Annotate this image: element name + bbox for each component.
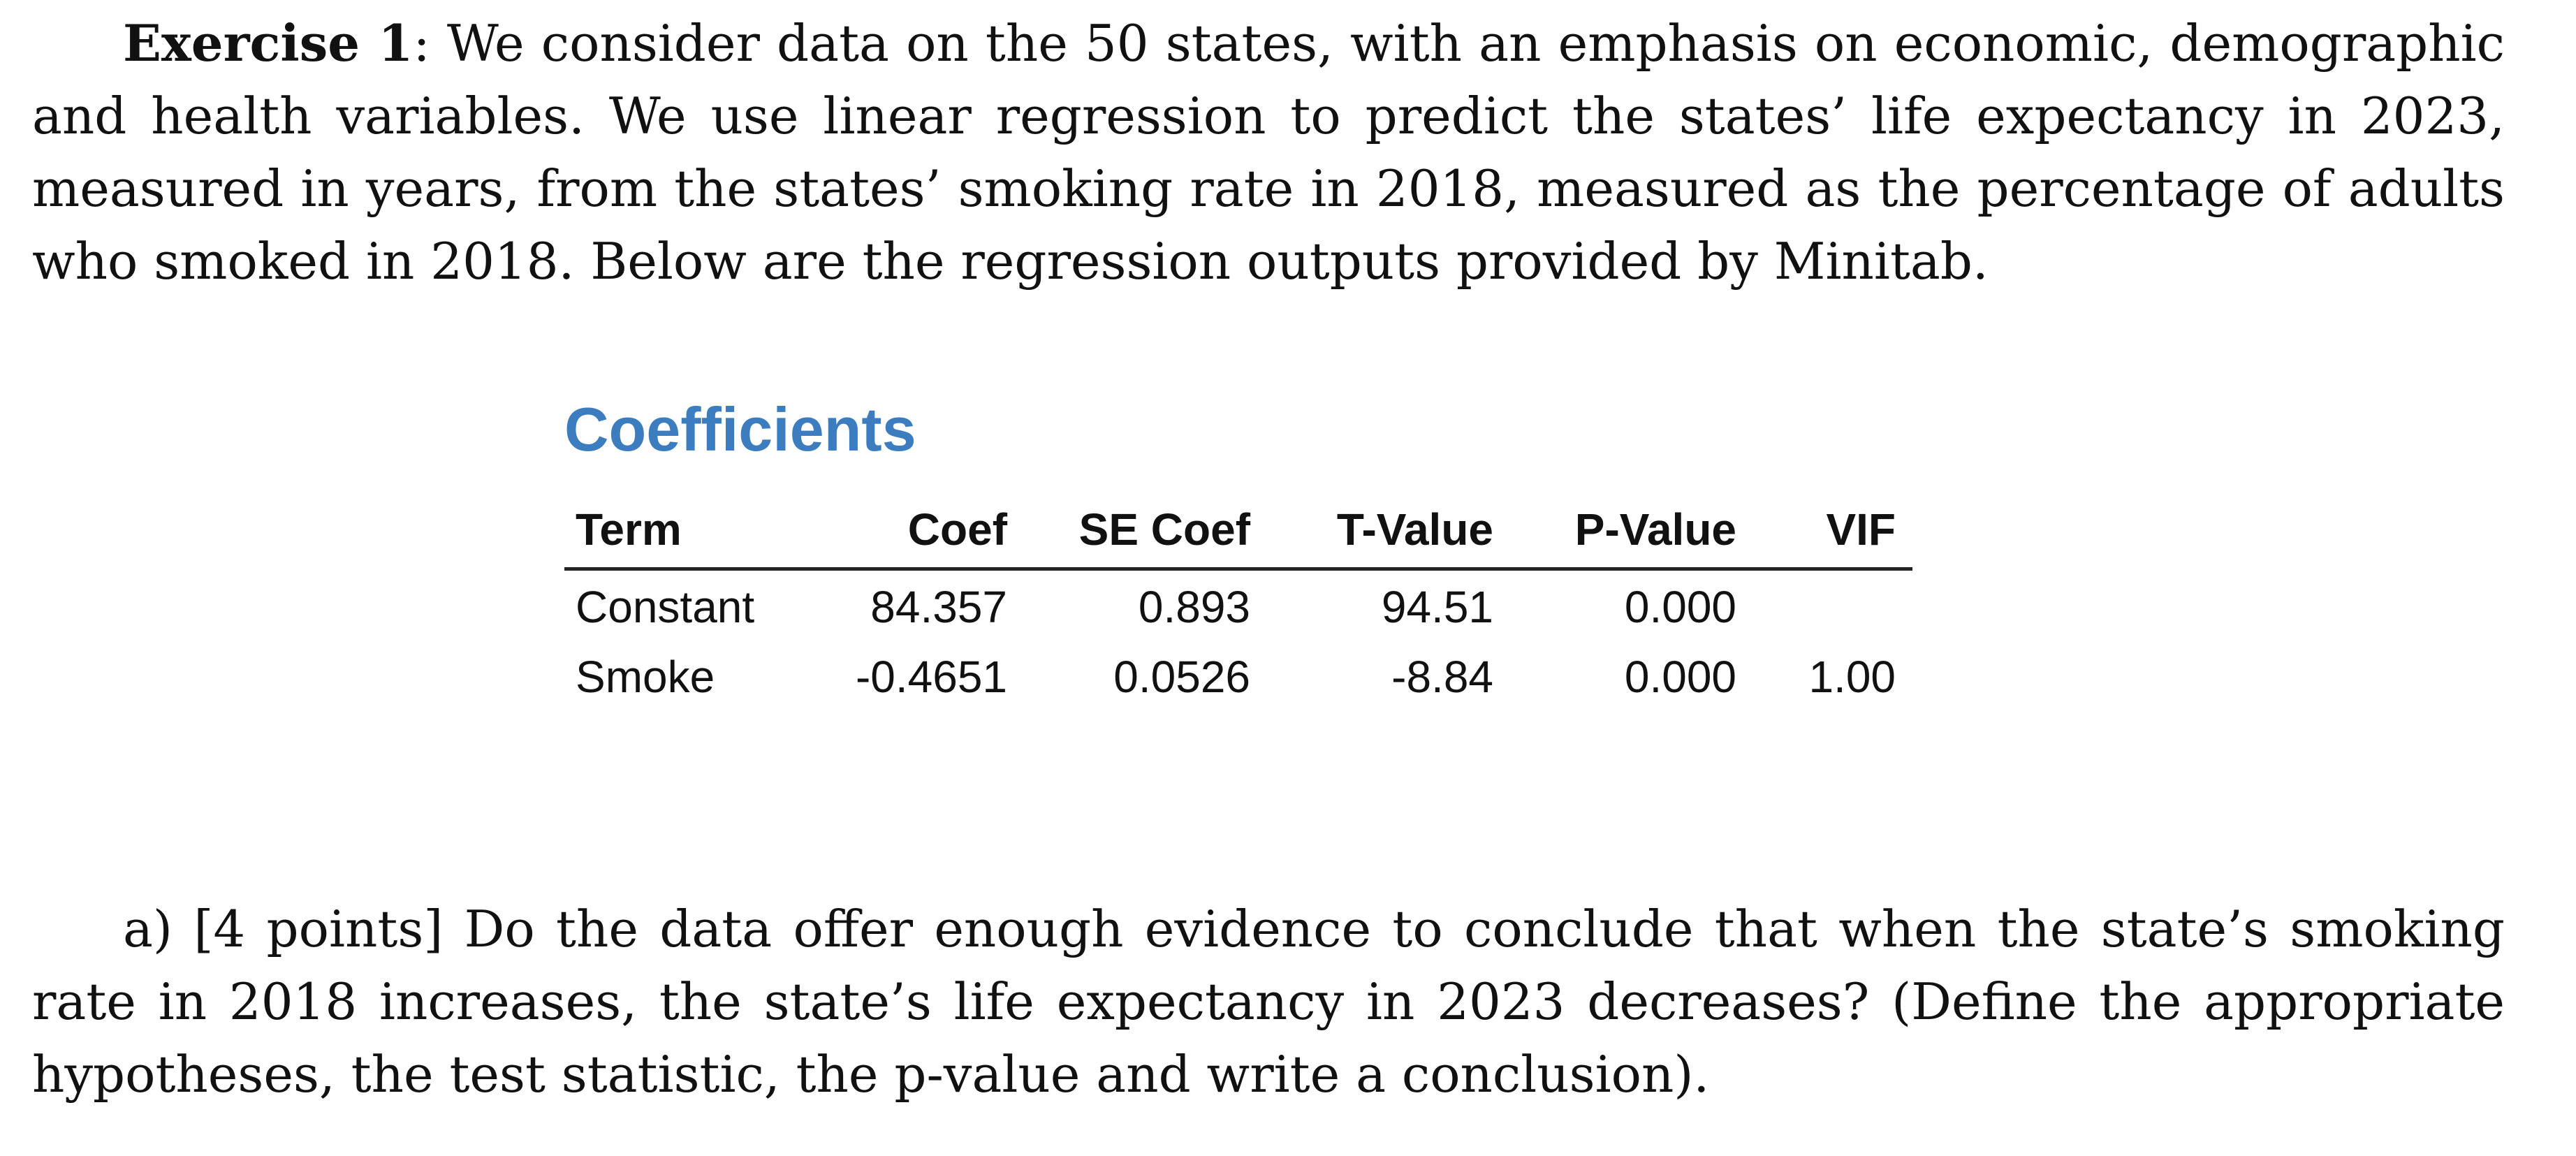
cell-se-coef: 0.893 <box>1138 582 1250 632</box>
cell-term: Constant <box>576 582 755 632</box>
cell-term: Smoke <box>576 652 715 702</box>
cell-vif: 1.00 <box>1808 652 1896 702</box>
cell-coef: -0.4651 <box>855 652 1007 702</box>
cell-vif <box>1753 569 1912 641</box>
exercise-intro-paragraph: Exercise 1: We consider data on the 50 s… <box>32 7 2505 298</box>
table-row: Constant 84.357 0.893 94.51 0.000 <box>564 569 1912 641</box>
cell-coef: 84.357 <box>870 582 1007 632</box>
header-se-coef: SE Coef <box>1024 502 1267 571</box>
cell-t-value: -8.84 <box>1391 652 1493 702</box>
exercise-intro-text: : We consider data on the 50 states, wit… <box>32 14 2505 291</box>
cell-t-value: 94.51 <box>1381 582 1493 632</box>
table-header-row: Term Coef SE Coef T-Value P-Value VIF <box>564 502 1912 571</box>
cell-p-value: 0.000 <box>1624 652 1736 702</box>
coefficients-block: Coefficients Term Coef SE Coef T-Value P… <box>564 391 1933 710</box>
exercise-label: Exercise 1 <box>123 13 414 73</box>
coefficients-title: Coefficients <box>564 395 916 464</box>
cell-se-coef: 0.0526 <box>1113 652 1250 702</box>
header-vif: VIF <box>1753 502 1912 571</box>
coefficients-table: Term Coef SE Coef T-Value P-Value VIF Co… <box>564 502 1912 710</box>
header-p-value: P-Value <box>1510 502 1753 571</box>
table-row: Smoke -0.4651 0.0526 -8.84 0.000 1.00 <box>564 641 1912 710</box>
header-term: Term <box>564 502 816 571</box>
header-coef: Coef <box>816 502 1024 571</box>
header-t-value: T-Value <box>1267 502 1510 571</box>
cell-p-value: 0.000 <box>1624 582 1736 632</box>
question-a-paragraph: a) [4 points] Do the data offer enough e… <box>32 900 2505 1104</box>
